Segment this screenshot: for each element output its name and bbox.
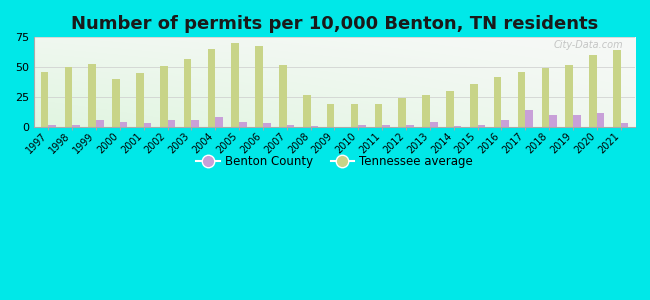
Bar bbox=[541, 68, 549, 127]
Bar bbox=[191, 120, 199, 127]
Bar bbox=[144, 123, 151, 127]
Bar bbox=[279, 65, 287, 127]
Bar bbox=[406, 124, 413, 127]
Bar bbox=[494, 77, 501, 127]
Bar bbox=[573, 115, 580, 127]
Bar bbox=[382, 124, 390, 127]
Bar bbox=[215, 117, 223, 127]
Bar bbox=[184, 59, 191, 127]
Bar bbox=[136, 73, 144, 127]
Bar bbox=[255, 46, 263, 127]
Bar bbox=[446, 91, 454, 127]
Bar bbox=[64, 67, 72, 127]
Bar bbox=[303, 95, 311, 127]
Bar bbox=[549, 115, 557, 127]
Bar bbox=[231, 43, 239, 127]
Bar bbox=[72, 124, 80, 127]
Bar bbox=[327, 104, 335, 127]
Bar bbox=[287, 124, 294, 127]
Bar bbox=[566, 65, 573, 127]
Bar bbox=[470, 84, 478, 127]
Bar bbox=[207, 49, 215, 127]
Bar bbox=[112, 79, 120, 127]
Bar bbox=[96, 120, 103, 127]
Bar bbox=[168, 120, 176, 127]
Bar bbox=[525, 110, 533, 127]
Bar bbox=[120, 122, 127, 127]
Bar bbox=[374, 104, 382, 127]
Bar bbox=[597, 112, 604, 127]
Title: Number of permits per 10,000 Benton, TN residents: Number of permits per 10,000 Benton, TN … bbox=[71, 15, 598, 33]
Bar bbox=[41, 72, 48, 127]
Bar bbox=[589, 55, 597, 127]
Text: City-Data.com: City-Data.com bbox=[553, 40, 623, 50]
Bar bbox=[88, 64, 96, 127]
Bar bbox=[454, 126, 462, 127]
Bar bbox=[263, 123, 270, 127]
Bar bbox=[422, 95, 430, 127]
Bar bbox=[478, 124, 485, 127]
Bar bbox=[160, 66, 168, 127]
Bar bbox=[501, 120, 509, 127]
Bar bbox=[311, 126, 318, 127]
Bar bbox=[48, 124, 56, 127]
Bar bbox=[430, 122, 437, 127]
Bar bbox=[351, 104, 358, 127]
Bar bbox=[621, 123, 629, 127]
Bar bbox=[517, 72, 525, 127]
Bar bbox=[398, 98, 406, 127]
Bar bbox=[613, 50, 621, 127]
Legend: Benton County, Tennessee average: Benton County, Tennessee average bbox=[192, 151, 477, 173]
Bar bbox=[358, 124, 366, 127]
Bar bbox=[239, 122, 247, 127]
